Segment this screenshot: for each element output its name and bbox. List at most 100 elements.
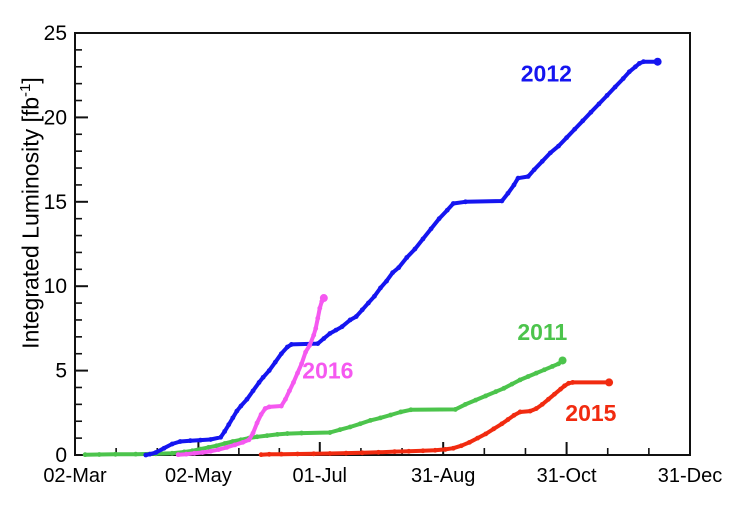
series-2015-marker xyxy=(458,443,464,449)
series-2012-marker xyxy=(572,126,578,132)
series-2012-marker xyxy=(327,331,333,336)
series-2012-marker xyxy=(347,317,353,323)
series-2016-marker xyxy=(317,305,323,311)
series-2015-marker xyxy=(258,452,264,458)
y-tick-label: 5 xyxy=(55,360,67,383)
y-tick-label: 25 xyxy=(44,22,67,45)
series-2012-marker xyxy=(588,109,594,115)
series-2011-marker xyxy=(274,432,280,437)
series-2016-marker xyxy=(278,403,284,409)
series-2012-marker xyxy=(420,236,426,242)
series-2015-marker xyxy=(566,380,572,386)
y-tick-label: 0 xyxy=(55,444,67,467)
series-2012-marker xyxy=(463,199,468,205)
y-tick-label: 15 xyxy=(44,191,67,214)
series-2012-marker xyxy=(444,207,450,213)
series-2016-marker xyxy=(183,451,189,457)
series-2011-marker xyxy=(408,407,414,413)
series-2015-marker xyxy=(475,435,480,441)
series-2012-marker xyxy=(604,93,610,98)
series-2015-label: 2015 xyxy=(565,400,616,426)
series-2012-marker xyxy=(531,167,537,173)
series-2015-marker xyxy=(558,386,563,392)
series-2011-label: 2011 xyxy=(517,319,567,345)
series-2011-marker xyxy=(501,385,507,391)
series-2011-marker xyxy=(367,417,373,423)
series-2011-marker xyxy=(96,452,102,457)
series-2012-marker xyxy=(315,341,321,346)
series-2012-marker xyxy=(187,438,193,444)
series-2016-marker xyxy=(287,388,292,394)
series-2012-marker xyxy=(428,226,434,232)
series-2012-marker xyxy=(244,396,250,402)
series-2012-marker xyxy=(230,415,236,421)
series-2012-marker xyxy=(596,101,602,107)
series-2012-marker xyxy=(359,307,365,313)
x-tick-label: 01-Jul xyxy=(293,465,347,487)
series-2016-marker xyxy=(258,412,264,417)
series-2015-marker xyxy=(491,426,497,432)
series-2016-marker xyxy=(313,326,319,331)
series-2012-marker xyxy=(339,324,345,330)
series-2012-marker xyxy=(177,439,183,444)
series-2012-marker xyxy=(641,59,646,65)
series-2012-marker xyxy=(153,450,159,455)
series-2012-marker xyxy=(208,437,213,442)
series-2016-marker xyxy=(216,447,222,452)
series-2011-marker xyxy=(206,445,211,450)
series-2012-marker xyxy=(250,388,256,394)
series-2016-marker xyxy=(224,445,230,450)
series-2012-marker xyxy=(404,255,410,260)
series-2011-marker xyxy=(347,424,353,430)
series-2012-marker xyxy=(525,174,531,179)
plot-frame xyxy=(74,32,691,456)
series-2015-marker xyxy=(552,391,557,397)
series-2012-marker xyxy=(384,278,389,284)
series-2012-marker xyxy=(450,201,456,206)
series-2015-marker xyxy=(359,450,365,456)
x-tick-label: 02-May xyxy=(165,465,232,487)
series-2012-marker xyxy=(539,158,545,164)
series-2012-marker xyxy=(222,428,228,434)
series-2012-marker xyxy=(580,118,586,124)
series-2015-marker xyxy=(278,451,284,457)
series-2012-marker xyxy=(333,327,339,333)
series-2015-marker xyxy=(266,451,272,457)
series-2015-marker xyxy=(311,451,317,457)
series-2012-marker xyxy=(278,351,284,357)
y-tick-label: 20 xyxy=(44,106,67,129)
series-2016-marker xyxy=(200,450,205,455)
series-2011-marker xyxy=(517,377,523,383)
series-2012-marker xyxy=(218,434,224,440)
series-2011-marker xyxy=(525,374,531,379)
series-2011-marker xyxy=(82,452,88,458)
series-2015-marker xyxy=(527,408,533,414)
series-2015-marker xyxy=(570,380,576,385)
series-2016-marker xyxy=(311,332,317,338)
series-2011-marker xyxy=(463,401,468,407)
series-2011-marker xyxy=(509,381,515,387)
series-2012-marker xyxy=(548,150,553,156)
x-tick-label: 31-Dec xyxy=(658,465,722,487)
series-2011-marker xyxy=(550,363,555,369)
series-2012-marker xyxy=(147,451,153,457)
series-2011-marker xyxy=(285,431,290,436)
series-2011-marker xyxy=(327,430,333,435)
series-2012-marker xyxy=(637,60,642,66)
series-2011-marker xyxy=(357,421,363,427)
series-2015-marker xyxy=(505,417,511,422)
series-2016-marker xyxy=(266,404,272,410)
series-2016-marker xyxy=(250,430,256,436)
series-2012-marker xyxy=(632,64,638,70)
series-2016-marker xyxy=(299,361,304,367)
series-2012-marker xyxy=(505,190,511,196)
series-2012-marker xyxy=(161,445,167,451)
series-2015-marker xyxy=(295,451,300,457)
series-2012-marker xyxy=(289,342,294,347)
series-2012-marker xyxy=(564,135,569,141)
series-2012-label: 2012 xyxy=(521,61,572,87)
series-2012-marker xyxy=(378,285,383,291)
series-2012-marker xyxy=(612,84,618,90)
series-2012-marker xyxy=(515,175,521,181)
